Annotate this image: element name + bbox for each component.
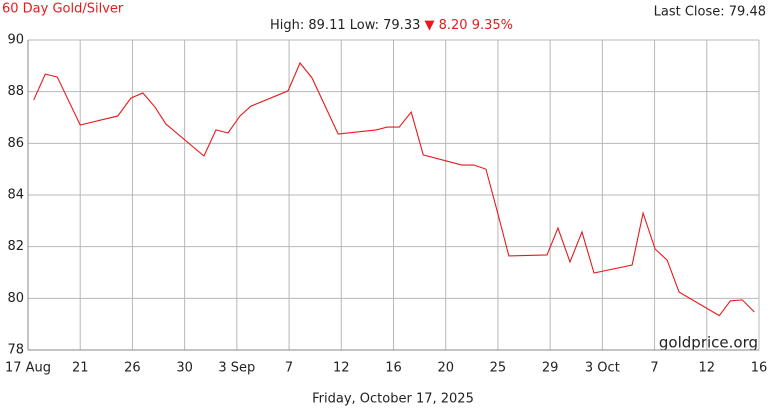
x-tick-label: 20 xyxy=(437,361,454,376)
x-tick-label: 25 xyxy=(490,361,507,376)
y-tick-label: 90 xyxy=(7,33,24,48)
x-tick-label: 12 xyxy=(333,361,350,376)
x-tick-label: 26 xyxy=(124,361,141,376)
x-tick-label: 21 xyxy=(72,361,89,376)
x-tick-label: 7 xyxy=(650,361,658,376)
y-tick-label: 78 xyxy=(7,343,24,358)
high-low: High: 89.11 Low: 79.33 xyxy=(270,18,420,33)
price-line xyxy=(33,61,755,317)
x-tick-label: 12 xyxy=(699,361,716,376)
x-tick-label: 16 xyxy=(385,361,402,376)
y-tick-label: 84 xyxy=(7,188,24,203)
y-tick-label: 82 xyxy=(7,239,24,254)
x-tick-label: 3 Oct xyxy=(585,361,620,376)
y-tick-label: 86 xyxy=(7,136,24,151)
summary: High: 89.11 Low: 79.33 ▼ 8.20 9.35% xyxy=(270,18,513,33)
chart-title: 60 Day Gold/Silver xyxy=(2,2,124,17)
y-tick-label: 88 xyxy=(7,84,24,99)
x-tick-label: 3 Sep xyxy=(218,361,255,376)
watermark: goldprice.org xyxy=(659,334,758,352)
x-tick-label: 29 xyxy=(542,361,559,376)
change: ▼ 8.20 9.35% xyxy=(425,18,514,33)
last-close: Last Close: 79.48 xyxy=(654,5,766,20)
y-tick-label: 80 xyxy=(7,291,24,306)
x-tick-label: 7 xyxy=(285,361,293,376)
x-tick-label: 16 xyxy=(751,361,768,376)
date-label: Friday, October 17, 2025 xyxy=(312,392,474,407)
x-tick-label: 17 Aug xyxy=(5,361,51,376)
x-tick-label: 30 xyxy=(176,361,193,376)
